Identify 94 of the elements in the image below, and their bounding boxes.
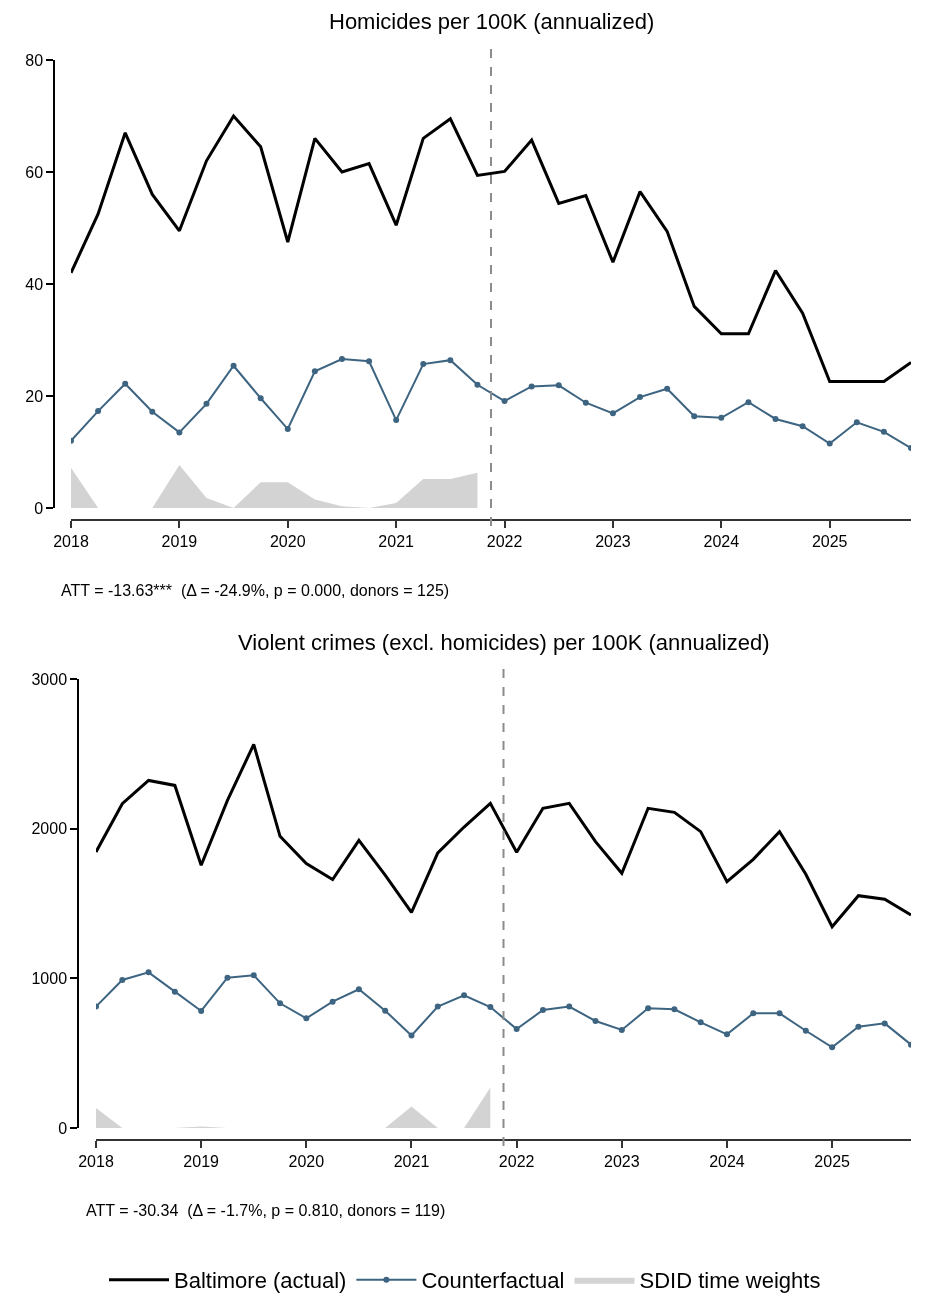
point	[338, 356, 345, 363]
line-series	[71, 114, 911, 383]
point	[487, 1004, 494, 1011]
point	[393, 417, 400, 424]
point	[802, 1027, 809, 1034]
text: ATT = -13.63*** (Δ = -24.9%, p = 0.000, donors = 125)	[61, 582, 450, 599]
x-tick-label: 2021	[393, 1152, 430, 1170]
point	[539, 1007, 546, 1014]
x-tick-label: 2018	[78, 1152, 114, 1170]
legend-label: SDID time weights	[639, 1268, 821, 1294]
point	[329, 998, 336, 1005]
x-tick-label: 2023	[604, 1152, 640, 1170]
point	[119, 976, 126, 983]
point	[461, 992, 468, 999]
line-series	[96, 742, 911, 929]
point	[277, 1000, 284, 1007]
point	[355, 986, 362, 993]
point	[122, 380, 129, 387]
y-tick-label: 2000	[31, 820, 68, 838]
x-tick-label: 2022	[498, 1152, 535, 1170]
point	[637, 394, 644, 401]
point	[664, 385, 671, 392]
point	[474, 381, 481, 388]
point	[645, 1005, 652, 1012]
x-tick-label: 2025	[811, 532, 848, 550]
x-tick-label: 2020	[288, 1152, 325, 1170]
point	[881, 1020, 888, 1027]
point	[566, 1003, 573, 1010]
point	[880, 428, 887, 435]
y-tick-label: 20	[25, 387, 44, 405]
point	[528, 383, 535, 390]
point	[555, 382, 562, 389]
x-tick-label: 2019	[161, 532, 198, 550]
x-tick-label: 2022	[486, 532, 523, 550]
text: ATT = -30.34 (Δ = -1.7%, p = 0.810, donors = 119)	[86, 1202, 446, 1219]
point	[149, 408, 156, 415]
point	[855, 1023, 862, 1030]
point	[224, 974, 231, 981]
point	[311, 368, 318, 375]
y-tick-label: 80	[25, 51, 44, 69]
point	[382, 1007, 389, 1014]
point	[745, 399, 752, 406]
point	[447, 357, 454, 364]
point	[420, 361, 427, 368]
x-tick-label: 2023	[595, 532, 631, 550]
point	[366, 358, 373, 365]
x-tick-label: 2024	[703, 532, 740, 550]
x-tick-label: 2018	[53, 532, 89, 550]
point	[171, 988, 178, 995]
legend-label: Counterfactual	[421, 1268, 565, 1294]
point	[582, 399, 589, 406]
point	[434, 1003, 441, 1010]
point	[799, 423, 806, 430]
point	[203, 400, 210, 407]
point	[718, 414, 725, 421]
y-tick-label: 0	[58, 1119, 68, 1137]
point	[250, 972, 257, 979]
point	[618, 1026, 625, 1033]
point	[829, 1044, 836, 1051]
x-tick-label: 2024	[709, 1152, 745, 1170]
point	[95, 408, 102, 415]
point	[723, 1031, 730, 1038]
point	[776, 1010, 783, 1017]
point	[691, 413, 698, 420]
point	[408, 1032, 415, 1039]
legend-label: Baltimore (actual)	[174, 1268, 347, 1294]
point	[513, 1026, 520, 1033]
point	[592, 1017, 599, 1024]
point	[230, 362, 237, 369]
point	[176, 429, 183, 436]
y-tick-label: 0	[34, 499, 44, 517]
chart-title: Violent crimes (excl. homicides) per 100K (annualized)	[238, 630, 770, 655]
point	[772, 415, 779, 422]
point	[501, 398, 508, 405]
point	[257, 395, 264, 402]
y-tick-label: 1000	[31, 969, 68, 987]
x-tick-label: 2021	[378, 532, 415, 550]
x-tick-label: 2019	[183, 1152, 220, 1170]
chart-title: Homicides per 100K (annualized)	[329, 9, 655, 34]
y-tick-label: 3000	[31, 670, 68, 688]
y-tick-label: 40	[25, 275, 44, 293]
y-tick-label: 60	[25, 163, 44, 181]
point	[671, 1006, 678, 1013]
point	[697, 1019, 704, 1026]
point	[826, 440, 833, 447]
point	[145, 969, 152, 976]
point	[609, 410, 616, 417]
point	[198, 1007, 205, 1014]
point	[750, 1010, 757, 1017]
point	[853, 419, 860, 426]
point	[303, 1015, 310, 1022]
x-tick-label: 2025	[814, 1152, 851, 1170]
point	[284, 426, 291, 433]
x-tick-label: 2020	[269, 532, 306, 550]
